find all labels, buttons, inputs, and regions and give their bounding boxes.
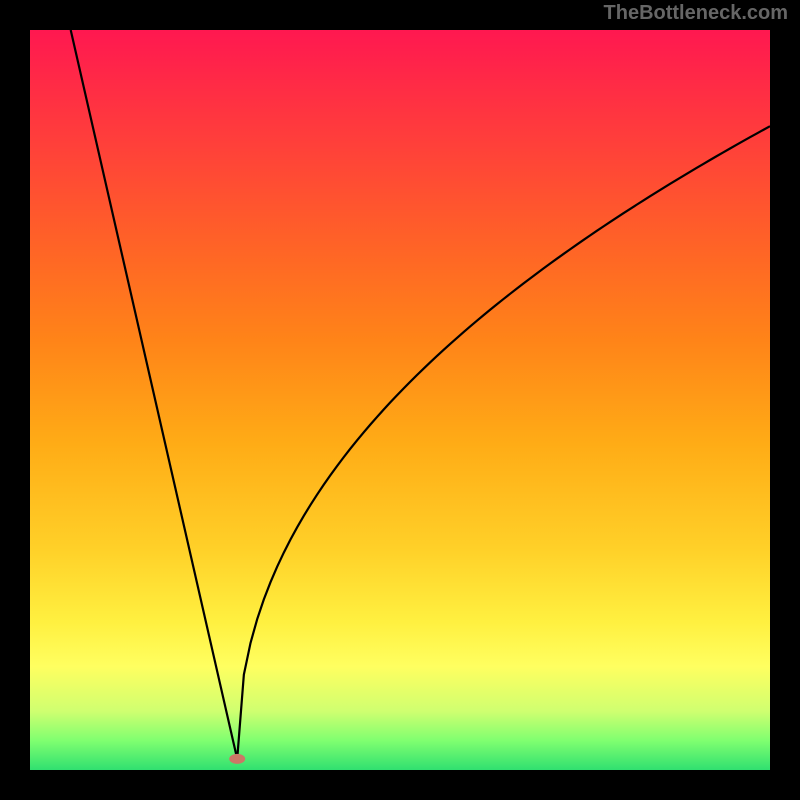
optimal-point-marker [229, 754, 245, 764]
chart-container: TheBottleneck.com [0, 0, 800, 800]
bottleneck-chart-svg [0, 0, 800, 800]
plot-gradient-background [30, 30, 770, 770]
watermark-text: TheBottleneck.com [604, 2, 788, 25]
